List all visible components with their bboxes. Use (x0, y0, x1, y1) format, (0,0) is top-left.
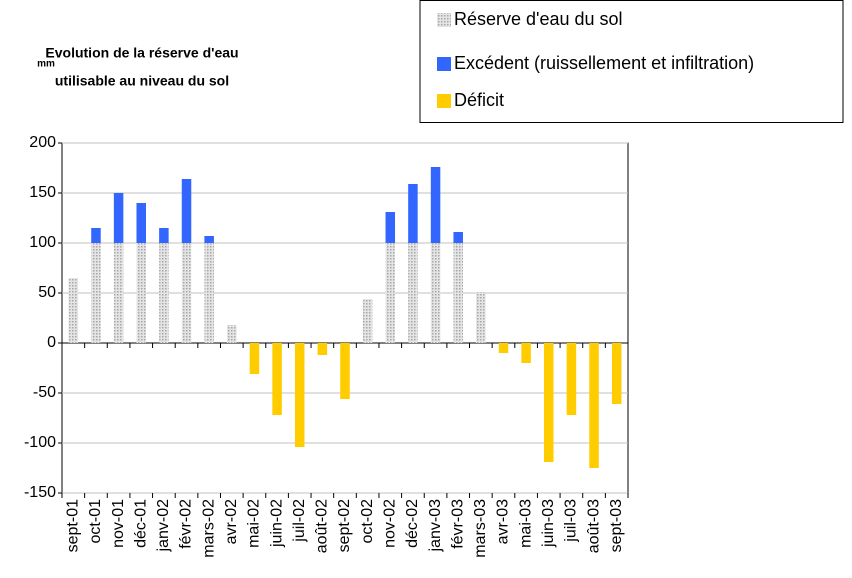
x-tick-label: févr-03 (449, 499, 466, 549)
bar (227, 325, 237, 343)
x-tick-label: juin-03 (540, 499, 557, 548)
x-tick-label: sept-02 (336, 499, 353, 552)
bar (408, 184, 418, 243)
bar (385, 243, 396, 343)
plot-area (61, 142, 629, 494)
bar (113, 243, 124, 343)
x-tick-label: sept-01 (65, 499, 82, 552)
legend-label: Excédent (ruissellement et infiltration) (454, 53, 754, 73)
legend (419, 0, 844, 123)
x-tick-label: mars-02 (200, 499, 217, 558)
x-tick-label: déc-01 (132, 499, 149, 548)
bar (430, 243, 441, 343)
y-axis-label: mm (37, 59, 55, 70)
x-tick-label: nov-01 (110, 499, 127, 548)
bar (294, 343, 305, 447)
bar (91, 228, 101, 243)
bar (566, 343, 577, 415)
bar (611, 343, 622, 404)
y-tick-label: 50 (38, 284, 56, 301)
bar (249, 343, 260, 374)
bar (385, 212, 396, 243)
bar (159, 243, 169, 343)
y-tick-label: 0 (47, 334, 56, 351)
bar (113, 193, 124, 243)
bar (204, 243, 214, 343)
legend-label: Réserve d'eau du sol (454, 9, 623, 29)
x-tick-label: avr-02 (223, 499, 240, 544)
bar (408, 243, 418, 343)
bar (430, 167, 441, 243)
x-tick-label: mai-02 (246, 499, 263, 548)
x-tick-label: juin-02 (268, 499, 285, 548)
x-tick-label: sept-03 (608, 499, 625, 552)
bar (204, 236, 214, 243)
bar (91, 243, 101, 343)
x-tick-label: juil-03 (563, 499, 580, 543)
bar (453, 232, 463, 243)
bar (181, 243, 192, 343)
chart-title: Evolution de la réserve d'eau (45, 45, 238, 61)
x-tick-label: janv-03 (427, 499, 444, 553)
bar (589, 343, 599, 468)
bar (181, 179, 192, 243)
y-tick-label: 200 (29, 134, 56, 151)
x-tick-label: mai-03 (517, 499, 534, 548)
x-tick-label: janv-02 (155, 499, 172, 553)
bar (453, 243, 463, 343)
legend-swatch (437, 13, 451, 27)
bar (68, 278, 79, 343)
bar (159, 228, 169, 243)
chart-title: utilisable au niveau du sol (55, 73, 229, 89)
x-tick-label: août-03 (585, 499, 602, 553)
x-tick-label: juil-02 (291, 499, 308, 543)
legend-swatch (437, 57, 451, 71)
y-tick-label: -100 (24, 434, 56, 451)
bar (521, 343, 531, 363)
x-tick-label: mars-03 (472, 499, 489, 558)
x-tick-label: avr-03 (495, 499, 512, 544)
bar (498, 343, 509, 353)
bar (362, 299, 373, 343)
bar (340, 343, 350, 399)
x-tick-label: août-02 (314, 499, 331, 553)
x-tick-label: févr-02 (178, 499, 195, 549)
legend-label: Déficit (454, 90, 504, 110)
bar (317, 343, 328, 355)
y-tick-label: 100 (29, 234, 56, 251)
x-tick-label: nov-02 (381, 499, 398, 548)
y-tick-label: 150 (29, 184, 56, 201)
legend-swatch (437, 94, 451, 108)
y-tick-label: -150 (24, 484, 56, 501)
y-tick-label: -50 (33, 384, 56, 401)
x-tick-label: oct-01 (87, 499, 104, 544)
bar (272, 343, 282, 415)
x-tick-label: oct-02 (359, 499, 376, 544)
bar (476, 292, 486, 343)
bar (136, 203, 146, 243)
bar (544, 343, 554, 462)
x-tick-label: déc-02 (404, 499, 421, 548)
bar (136, 243, 146, 343)
